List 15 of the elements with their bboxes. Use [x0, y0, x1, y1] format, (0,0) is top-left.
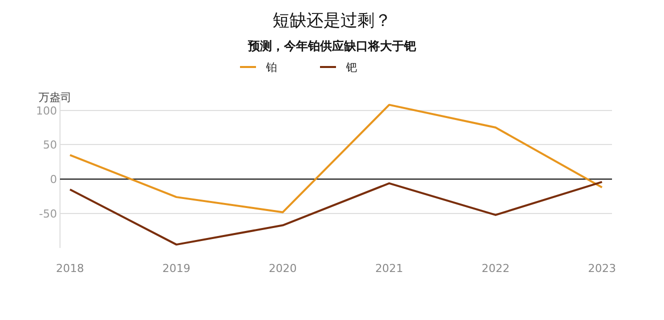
x-tick-label: 2018 — [56, 262, 84, 275]
chart-subtitle: 预测，今年铂供应缺口将大于钯 — [247, 39, 417, 53]
y-tick-label: 50 — [43, 138, 57, 152]
y-tick-label: 100 — [36, 104, 57, 118]
x-tick-label: 2022 — [482, 262, 510, 275]
y-axis-title: 万盎司 — [38, 91, 72, 104]
chart-title: 短缺还是过剩？ — [272, 11, 392, 31]
legend-label: 铂 — [265, 61, 277, 74]
x-tick-label: 2020 — [268, 262, 297, 275]
x-tick-label: 2021 — [375, 262, 404, 275]
y-tick-label: -50 — [39, 208, 57, 221]
legend-label: 钯 — [345, 61, 357, 74]
y-tick-label: 0 — [50, 173, 57, 186]
x-tick-label: 2023 — [588, 262, 616, 275]
x-tick-label: 2019 — [162, 262, 190, 275]
